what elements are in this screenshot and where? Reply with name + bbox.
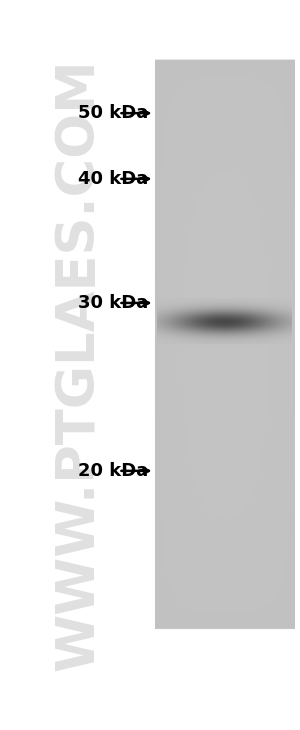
- Text: 30 kDa: 30 kDa: [78, 294, 148, 312]
- Text: 50 kDa: 50 kDa: [78, 104, 148, 122]
- Text: 20 kDa: 20 kDa: [78, 462, 148, 480]
- Text: WWW.PTGLAES.COM: WWW.PTGLAES.COM: [52, 58, 104, 672]
- Text: 40 kDa: 40 kDa: [78, 170, 148, 188]
